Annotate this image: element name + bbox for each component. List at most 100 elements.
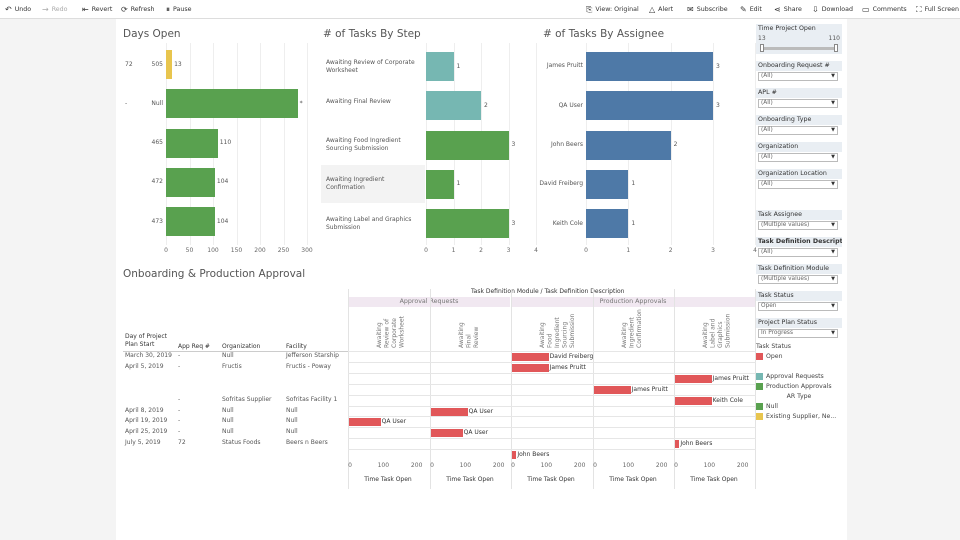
comment-icon: ▭ xyxy=(862,4,870,14)
pause-button[interactable]: ⏸ Pause xyxy=(166,4,192,14)
row-org: Sofritas Supplier xyxy=(222,395,272,403)
task-bar[interactable] xyxy=(512,451,517,460)
column-header: Facility xyxy=(286,343,307,350)
assignee-bar[interactable] xyxy=(586,52,713,81)
filter-group: Task Definition Descripti...(All)▼ xyxy=(756,237,842,257)
filter-select[interactable]: (Multiple values) ▼ xyxy=(758,275,838,284)
row-facility: Sofritas Facility 1 xyxy=(286,395,338,403)
task-bar[interactable] xyxy=(431,407,468,416)
column-divider xyxy=(593,289,594,489)
task-bar[interactable] xyxy=(594,385,631,394)
filter-select[interactable]: (Multiple values) ▼ xyxy=(758,221,838,230)
legend-item[interactable]: Production Approvals xyxy=(756,381,842,391)
chevron-down-icon: ▼ xyxy=(831,181,835,187)
assignee-bar[interactable] xyxy=(586,169,629,199)
undo-button[interactable]: ↶ Undo xyxy=(5,4,32,14)
filter-label: Task Definition Module xyxy=(756,264,842,274)
step-bar[interactable] xyxy=(426,130,509,160)
bar-value-label: 104 xyxy=(216,178,229,186)
refresh-icon: ⟳ xyxy=(121,4,128,14)
chevron-down-icon: ▼ xyxy=(831,330,835,336)
subscribe-button[interactable]: ✉ Subscribe xyxy=(687,4,728,14)
column-header: Organization xyxy=(222,343,261,350)
assignee-label: John Beers xyxy=(550,141,583,149)
bar-value-label: 1 xyxy=(631,180,636,188)
step-bar[interactable] xyxy=(426,209,509,239)
row-req: - xyxy=(178,417,181,425)
task-bar[interactable] xyxy=(675,440,680,449)
edit-button[interactable]: ✎ Edit xyxy=(740,4,762,14)
task-bar[interactable] xyxy=(431,429,463,438)
x-tick-label: 2 xyxy=(668,247,673,254)
slider-handle-min[interactable] xyxy=(760,44,764,52)
full-screen-button[interactable]: ⛶ Full Screen xyxy=(916,4,960,14)
row-date: March 30, 2019 xyxy=(125,352,172,359)
task-bar[interactable] xyxy=(512,363,549,372)
days-open-bar[interactable] xyxy=(166,128,218,158)
view-original-button[interactable]: ⎘ View: Original xyxy=(586,4,639,14)
filter-select[interactable]: (All) ▼ xyxy=(758,126,838,135)
refresh-button[interactable]: ⟳ Refresh xyxy=(121,4,155,14)
legend-item[interactable]: Approval Requests xyxy=(756,371,842,381)
chevron-down-icon: ▼ xyxy=(831,222,835,228)
row-date: April 25, 2019 xyxy=(125,428,168,436)
alert-button[interactable]: △ Alert xyxy=(649,4,674,14)
assignee-bar[interactable] xyxy=(586,130,671,160)
redo-button[interactable]: → Redo xyxy=(42,4,68,14)
filter-label: APL # xyxy=(756,88,842,98)
filter-select[interactable]: (All) ▼ xyxy=(758,99,838,108)
days-open-bar[interactable] xyxy=(166,167,215,197)
x-tick-label: 2 xyxy=(479,247,483,254)
filter-label: Onboarding Request # xyxy=(756,61,842,71)
grid-line xyxy=(283,43,285,245)
step-bar[interactable] xyxy=(426,91,481,121)
slider-handle-max[interactable] xyxy=(834,44,838,52)
step-bar[interactable] xyxy=(426,52,454,81)
highlight-row xyxy=(321,164,425,203)
task-column-header: Awaiting Final Review xyxy=(458,322,480,348)
row-req: - xyxy=(178,362,181,370)
days-open-bar[interactable] xyxy=(166,89,298,119)
task-bar[interactable] xyxy=(675,396,712,405)
legend-swatch xyxy=(756,382,763,390)
x-tick-label: 100 xyxy=(622,462,635,469)
task-bar[interactable] xyxy=(675,374,712,383)
grid-line xyxy=(755,43,756,245)
step-bar[interactable] xyxy=(426,169,454,199)
row-date: July 5, 2019 xyxy=(125,439,161,447)
column-header: Day of Project Plan Start xyxy=(125,333,167,349)
filter-select[interactable]: In Progress ▼ xyxy=(758,329,838,338)
filter-select[interactable]: (All) ▼ xyxy=(758,153,838,162)
row-req: - xyxy=(178,395,181,403)
x-tick-label: 4 xyxy=(534,247,538,254)
days-open-bar[interactable] xyxy=(166,50,173,79)
row-date: April 8, 2019 xyxy=(125,406,164,414)
legend-swatch xyxy=(756,352,763,360)
filter-select[interactable]: Open ▼ xyxy=(758,302,838,311)
filter-group: Task Status Open ▼ xyxy=(756,291,842,311)
task-bar-label: QA User xyxy=(468,407,494,415)
filter-panel: Time Project Open 13 110 Onboarding Requ… xyxy=(756,24,842,421)
task-bar[interactable] xyxy=(349,418,381,427)
comments-button[interactable]: ▭ Comments xyxy=(862,4,907,14)
x-tick-label: 200 xyxy=(492,462,505,469)
revert-button[interactable]: ⇤ Revert xyxy=(82,4,113,14)
legend-item[interactable]: Null xyxy=(756,401,842,411)
assignee-bar[interactable] xyxy=(586,209,629,239)
row-facility: Null xyxy=(286,406,298,414)
filter-select[interactable]: (All) ▼ xyxy=(758,72,838,81)
time-open-slider[interactable]: 13 110 xyxy=(756,34,842,54)
task-bar-label: James Pruitt xyxy=(549,363,586,371)
spacer xyxy=(756,361,842,371)
grid-line xyxy=(713,43,714,245)
legend-item[interactable]: Open xyxy=(756,351,842,361)
legend-item[interactable]: Existing Supplier, Ne... xyxy=(756,411,842,421)
download-button[interactable]: ⇩ Download xyxy=(812,4,854,14)
filter-select[interactable]: (All) ▼ xyxy=(758,180,838,189)
share-button[interactable]: ⋖ Share xyxy=(774,4,802,14)
days-open-bar[interactable] xyxy=(166,207,215,237)
filter-select[interactable]: (All) ▼ xyxy=(758,248,838,257)
legend-label: Existing Supplier, Ne... xyxy=(766,412,837,420)
task-bar[interactable] xyxy=(512,353,549,361)
assignee-bar[interactable] xyxy=(586,91,713,121)
